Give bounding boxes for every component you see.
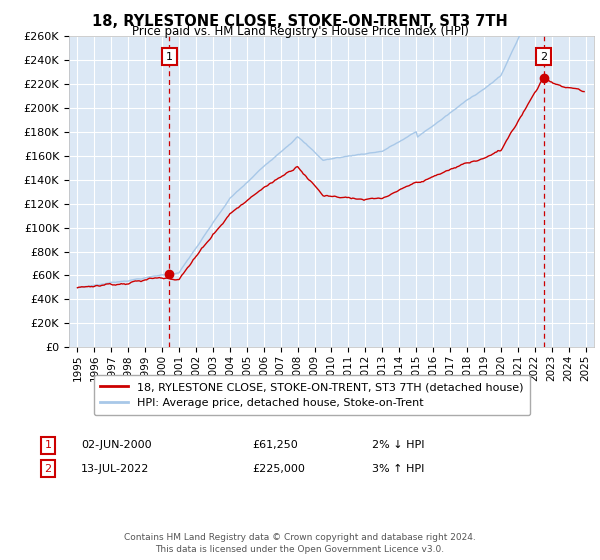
Text: Contains HM Land Registry data © Crown copyright and database right 2024.
This d: Contains HM Land Registry data © Crown c… <box>124 533 476 554</box>
Text: Price paid vs. HM Land Registry's House Price Index (HPI): Price paid vs. HM Land Registry's House … <box>131 25 469 38</box>
Text: 2% ↓ HPI: 2% ↓ HPI <box>372 440 425 450</box>
Text: 18, RYLESTONE CLOSE, STOKE-ON-TRENT, ST3 7TH: 18, RYLESTONE CLOSE, STOKE-ON-TRENT, ST3… <box>92 14 508 29</box>
Text: 2: 2 <box>44 464 52 474</box>
Text: £61,250: £61,250 <box>252 440 298 450</box>
Text: 3% ↑ HPI: 3% ↑ HPI <box>372 464 424 474</box>
Legend: 18, RYLESTONE CLOSE, STOKE-ON-TRENT, ST3 7TH (detached house), HPI: Average pric: 18, RYLESTONE CLOSE, STOKE-ON-TRENT, ST3… <box>94 375 530 415</box>
Text: 02-JUN-2000: 02-JUN-2000 <box>81 440 152 450</box>
Text: 1: 1 <box>166 52 173 62</box>
Text: £225,000: £225,000 <box>252 464 305 474</box>
Text: 1: 1 <box>44 440 52 450</box>
Text: 2: 2 <box>541 52 547 62</box>
Text: 13-JUL-2022: 13-JUL-2022 <box>81 464 149 474</box>
